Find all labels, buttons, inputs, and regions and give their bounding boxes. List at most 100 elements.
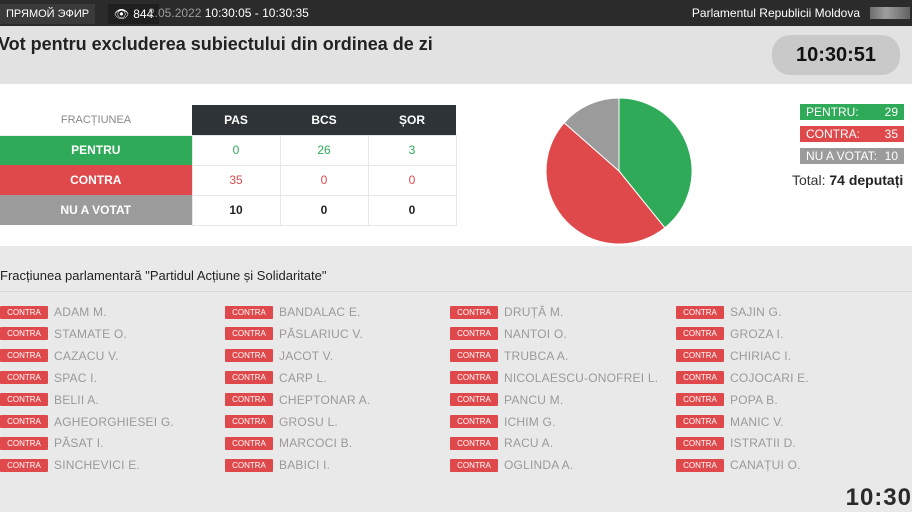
member-entry: CONTRA CARP L. (225, 370, 327, 386)
legend-nu-label: NU A VOTAT: (806, 149, 877, 163)
total-value: 74 deputați (829, 172, 904, 188)
vote-header: Vot pentru excluderea subiectului din or… (0, 26, 912, 84)
member-name: SPAC I. (54, 370, 98, 385)
cell-pentru-sor: 3 (367, 134, 457, 166)
member-name: BELII A. (54, 392, 99, 407)
row-label-nu-a-votat: NU A VOTAT (0, 195, 192, 225)
vote-contra-badge: CONTRA (676, 305, 724, 319)
vote-contra-badge: CONTRA (225, 349, 273, 363)
vote-contra-badge: CONTRA (0, 415, 48, 428)
member-name: BANDALAC E. (279, 305, 361, 319)
vote-contra-badge: CONTRA (0, 305, 48, 319)
member-entry: CONTRA PĂSLARIUC V. (225, 326, 363, 342)
legend-nu-a-votat: NU A VOTAT: 10 (800, 148, 904, 164)
member-entry: CONTRA PANCU M. (450, 392, 563, 408)
cell-nu-bcs: 0 (279, 194, 369, 226)
member-name: AGHEORGHIESEI G. (54, 414, 174, 429)
vote-contra-badge: CONTRA (450, 371, 498, 385)
vote-contra-badge: CONTRA (450, 436, 498, 450)
party-header-bcs: BCS (280, 105, 368, 135)
vote-contra-badge: CONTRA (450, 349, 498, 363)
member-name: TRUBCA A. (504, 348, 569, 363)
member-name: CANAȚUI O. (730, 458, 801, 473)
member-entry: CONTRA TRUBCA A. (450, 348, 568, 364)
member-name: DRUȚĂ M. (504, 305, 564, 319)
member-entry: CONTRA SPAC I. (0, 370, 97, 386)
member-name: CARP L. (279, 370, 327, 385)
legend-pentru-value: 29 (884, 105, 898, 119)
faction-title: Fracțiunea parlamentară "Partidul Acțiun… (0, 268, 327, 283)
top-bar: ПРЯМОЙ ЭФИР 👁 844 2.05.2022 10:30:05 - 1… (0, 0, 912, 26)
member-entry: CONTRA AGHEORGHIESEI G. (0, 414, 174, 430)
member-entry: CONTRA JACOT V. (225, 348, 333, 364)
row-label-contra: CONTRA (0, 165, 192, 195)
vote-contra-badge: CONTRA (0, 349, 48, 363)
member-name: PANCU M. (504, 392, 564, 407)
vote-contra-badge: CONTRA (450, 415, 498, 428)
member-name: ISTRATII D. (730, 436, 796, 451)
vote-contra-badge: CONTRA (450, 458, 498, 472)
cell-pentru-bcs: 26 (279, 134, 369, 166)
member-name: POPA B. (730, 392, 778, 407)
table-row-pentru: PENTRU 0 26 3 (0, 134, 457, 166)
member-entry: CONTRA ADAM M. (0, 304, 107, 320)
view-count-value: 844 (133, 7, 154, 21)
vote-contra-badge: CONTRA (225, 327, 273, 341)
results-panel: FRACȚIUNEA PAS BCS ȘOR PENTRU 0 26 3 CON… (0, 84, 912, 246)
vote-contra-badge: CONTRA (676, 393, 724, 407)
vote-contra-badge: CONTRA (0, 327, 48, 341)
member-name: STAMATE O. (54, 326, 127, 341)
member-entry: CONTRA SINCHEVICI E. (0, 457, 140, 473)
member-name: CHEPTONAR A. (279, 392, 371, 407)
member-entry: CONTRA DRUȚĂ M. (450, 304, 564, 320)
member-entry: CONTRA STAMATE O. (0, 326, 127, 342)
vote-contra-badge: CONTRA (450, 305, 498, 319)
member-entry: CONTRA PĂSAT I. (0, 435, 104, 451)
member-entry: CONTRA CHEPTONAR A. (225, 392, 371, 408)
vote-contra-badge: CONTRA (225, 436, 273, 450)
vote-contra-badge: CONTRA (676, 436, 724, 450)
vote-legend: PENTRU: 29 CONTRA: 35 NU A VOTAT: 10 (800, 104, 912, 170)
eye-icon: 👁 (114, 7, 130, 21)
member-name: NANTOI O. (504, 326, 567, 341)
member-name: ICHIM G. (504, 414, 556, 429)
cell-pentru-pas: 0 (191, 134, 281, 166)
member-entry: CONTRA GROSU L. (225, 414, 338, 430)
vote-contra-badge: CONTRA (676, 327, 724, 341)
fraction-header: FRACȚIUNEA (0, 105, 192, 136)
live-stream-badge: ПРЯМОЙ ЭФИР (0, 4, 96, 24)
member-entry: CONTRA MARCOCI B. (225, 435, 352, 451)
row-label-pentru: PENTRU (0, 135, 192, 165)
member-name: COJOCARI E. (730, 370, 809, 385)
member-name: GROZA I. (730, 326, 784, 341)
legend-pentru: PENTRU: 29 (800, 104, 904, 120)
vote-contra-badge: CONTRA (225, 393, 273, 407)
member-name: PĂSLARIUC V. (279, 326, 363, 341)
vote-pie-chart (545, 97, 693, 245)
pie-slice-contra (545, 122, 666, 245)
member-entry: CONTRA NICOLAESCU-ONOFREI L. (450, 370, 658, 386)
legend-pentru-label: PENTRU: (806, 105, 859, 119)
member-entry: CONTRA POPA B. (676, 392, 778, 408)
legend-contra-value: 35 (884, 127, 898, 141)
member-name: OGLINDA A. (504, 458, 574, 473)
time-range-value: 10:30:05 - 10:30:35 (204, 6, 309, 20)
member-entry: CONTRA MANIC V. (676, 414, 784, 430)
member-name: SINCHEVICI E. (54, 458, 140, 473)
member-name: SAJIN G. (730, 305, 782, 319)
vote-contra-badge: CONTRA (0, 393, 48, 407)
total-deputies: Total: 74 deputați (792, 172, 903, 188)
vote-contra-badge: CONTRA (450, 327, 498, 341)
member-entry: CONTRA CAZACU V. (0, 348, 119, 364)
vote-contra-badge: CONTRA (676, 371, 724, 385)
pie-slice-nu-a-votat (563, 97, 620, 173)
member-name: NICOLAESCU-ONOFREI L. (504, 370, 659, 385)
vote-contra-badge: CONTRA (225, 415, 273, 428)
divider (0, 291, 912, 292)
cell-contra-sor: 0 (367, 164, 457, 196)
cell-nu-sor: 0 (367, 194, 457, 226)
vote-contra-badge: CONTRA (450, 393, 498, 407)
member-name: JACOT V. (279, 348, 334, 363)
member-entry: CONTRA OGLINDA A. (450, 457, 573, 473)
pie-slice-pentru (618, 97, 693, 229)
